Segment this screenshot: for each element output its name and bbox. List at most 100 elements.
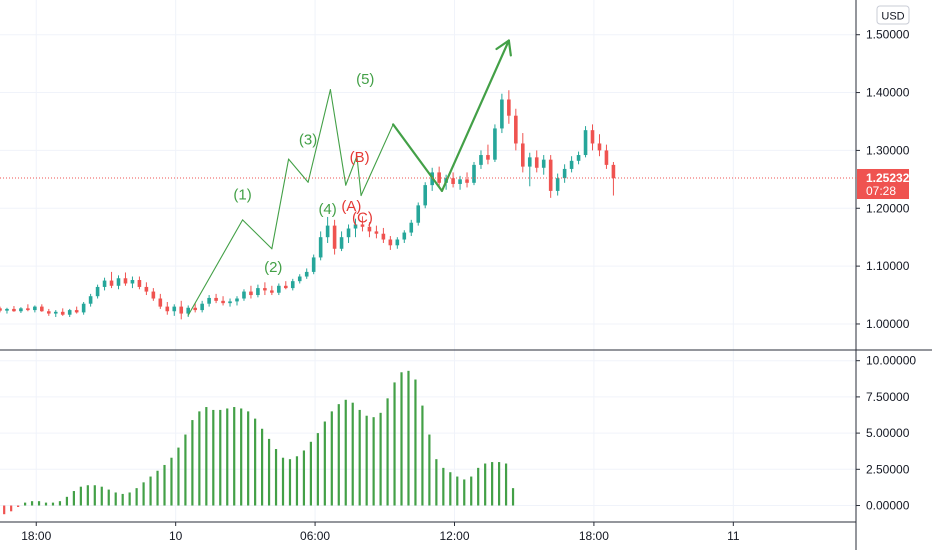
histogram-bar [302,450,306,506]
candle-body [12,308,16,312]
histogram-bar [156,470,159,506]
candlestick [242,289,246,301]
candlestick [26,304,30,312]
candle-body [67,310,72,315]
histogram-bar [58,501,62,506]
currency-badge[interactable]: USD [876,5,910,25]
histogram-bar [267,438,271,506]
candle-body [332,225,337,249]
indicator-tick-label: 2.50000 [866,462,910,476]
indicator-tick-label: 0.00000 [866,499,910,513]
candle-body [395,239,400,246]
candle-body [318,237,323,258]
candlestick [486,144,490,165]
histogram-bar [435,459,438,506]
correction-wave-label: (B) [350,149,370,166]
candlestick [493,124,497,162]
candle-body [367,226,372,232]
histogram-bar [449,472,452,506]
candle-body [88,296,93,304]
wave-segment [288,158,309,183]
histogram-layer [3,370,515,515]
histogram-bar [309,441,312,506]
histogram-bar [198,411,201,506]
candle-body [0,308,2,311]
histogram-bar [386,398,389,506]
candle-body [346,228,351,238]
candle-body [179,306,184,314]
time-tick-label: 10 [169,529,183,543]
candle-body [200,303,204,311]
candlestick [263,282,267,296]
candlestick [193,303,197,313]
current-price-label: 1.25232 [866,171,910,185]
candle-body [527,157,532,167]
candlestick [541,155,546,175]
candlestick [555,173,560,196]
histogram-bar [93,485,96,506]
candle-body [493,128,497,160]
histogram-bar [135,488,138,506]
candlestick [5,307,9,314]
histogram-bar [121,493,124,506]
correction-wave-label: (C) [352,210,373,227]
wave-segment [307,89,331,183]
histogram-bar [142,482,145,506]
candle-body [611,164,616,179]
candle-body [60,311,65,315]
candle-body [290,281,295,289]
histogram-bar [428,434,431,506]
histogram-bar [281,457,285,506]
candlestick [172,304,177,316]
candle-body [353,224,358,229]
candle-layer [0,90,616,320]
candle-body [46,311,51,314]
wave-layer [187,39,512,316]
candlestick [479,150,483,169]
candle-body [555,178,560,191]
candlestick [590,124,595,151]
indicator-tick-label: 5.00000 [866,426,910,440]
histogram-bar [30,501,34,506]
candlestick [353,218,358,238]
histogram-bar [3,505,6,515]
candlestick [325,216,330,243]
candle-body [534,157,539,168]
candle-body [465,179,469,183]
candlestick [569,156,574,173]
histogram-bar [51,502,55,506]
candlestick [500,93,504,134]
candle-body [33,306,37,311]
candlestick [46,308,51,316]
time-tick-label: 18:00 [21,529,51,543]
candlestick [534,150,539,173]
candle-body [283,285,288,289]
current-price-box [857,168,909,199]
candlestick [304,268,309,279]
candlestick [367,222,372,238]
histogram-bar [414,379,417,506]
candle-body [416,205,421,223]
candlestick [339,231,344,252]
histogram-bar [379,412,382,506]
candle-body [297,276,302,282]
histogram-bar [128,492,131,506]
candle-body [130,280,135,284]
candle-body [381,233,386,240]
histogram-bar [170,457,173,506]
candle-body [123,278,128,284]
candlestick [214,293,218,304]
histogram-bar [288,459,292,506]
candlestick [123,272,128,286]
candlestick [611,161,616,196]
candle-body [277,285,281,293]
candlestick [465,172,469,188]
histogram-bar [316,433,319,506]
indicator-tick-label: 7.50000 [866,390,910,404]
candlestick [116,275,121,290]
candle-body [26,308,30,311]
wave-segment [392,123,444,193]
candle-body [360,224,365,227]
